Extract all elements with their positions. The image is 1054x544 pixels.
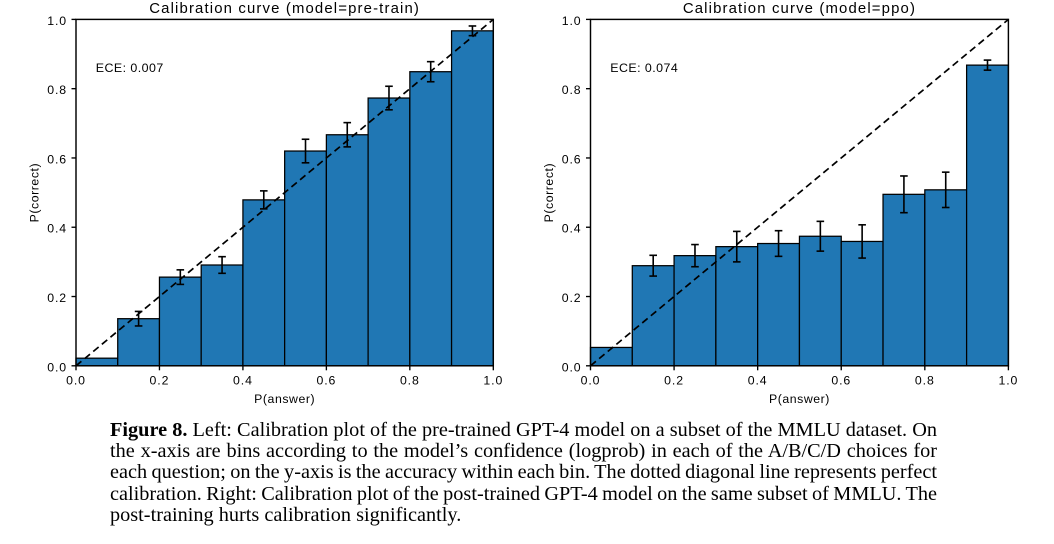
- svg-text:ECE: 0.007: ECE: 0.007: [96, 61, 164, 75]
- svg-text:1.0: 1.0: [562, 14, 582, 28]
- svg-text:Calibration curve (model=pre-t: Calibration curve (model=pre-train): [149, 1, 420, 17]
- svg-text:0.4: 0.4: [748, 374, 768, 388]
- svg-text:0.0: 0.0: [562, 360, 582, 374]
- svg-text:P(correct): P(correct): [27, 163, 41, 222]
- svg-text:0.2: 0.2: [664, 374, 684, 388]
- svg-text:0.2: 0.2: [150, 374, 170, 388]
- svg-text:P(correct): P(correct): [542, 163, 556, 222]
- svg-text:0.6: 0.6: [47, 152, 67, 166]
- svg-text:0.8: 0.8: [915, 374, 935, 388]
- svg-text:0.6: 0.6: [831, 374, 851, 388]
- svg-text:0.2: 0.2: [562, 291, 582, 305]
- svg-text:0.6: 0.6: [316, 374, 336, 388]
- svg-text:0.8: 0.8: [562, 83, 582, 97]
- svg-text:0.0: 0.0: [66, 374, 86, 388]
- svg-text:0.8: 0.8: [400, 374, 420, 388]
- svg-text:P(answer): P(answer): [769, 392, 830, 406]
- svg-text:0.4: 0.4: [47, 222, 67, 236]
- svg-text:0.0: 0.0: [47, 360, 67, 374]
- svg-text:0.8: 0.8: [47, 83, 67, 97]
- svg-text:0.2: 0.2: [47, 291, 67, 305]
- svg-text:0.6: 0.6: [562, 152, 582, 166]
- svg-text:P(answer): P(answer): [254, 392, 315, 406]
- svg-text:1.0: 1.0: [47, 14, 67, 28]
- svg-text:0.4: 0.4: [233, 374, 253, 388]
- svg-text:0.4: 0.4: [562, 222, 582, 236]
- svg-text:1.0: 1.0: [999, 374, 1019, 388]
- svg-text:ECE: 0.074: ECE: 0.074: [610, 61, 678, 75]
- svg-text:0.0: 0.0: [581, 374, 601, 388]
- svg-text:1.0: 1.0: [483, 374, 503, 388]
- svg-text:Calibration curve (model=ppo): Calibration curve (model=ppo): [683, 1, 916, 17]
